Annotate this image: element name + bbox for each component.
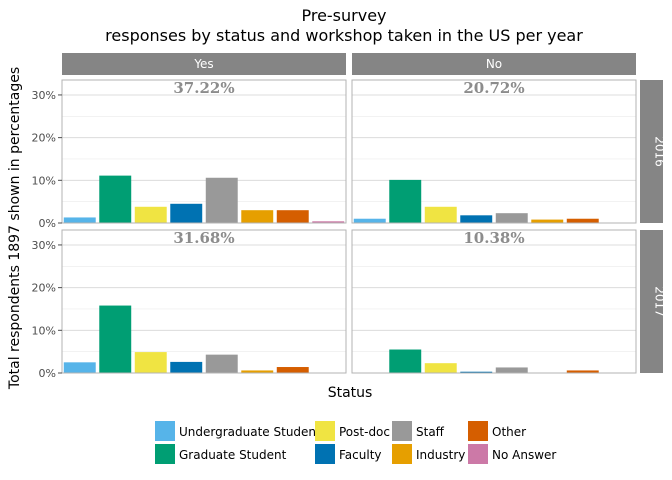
bar-graduate-student (389, 179, 422, 223)
legend-item: No Answer (468, 444, 556, 464)
bar-post-doc (134, 352, 167, 373)
legend-label: No Answer (492, 448, 556, 462)
bar-other (276, 210, 309, 223)
legend-item: Staff (392, 421, 445, 441)
strip-label-yes: Yes (193, 57, 213, 71)
legend-item: Industry (392, 444, 465, 464)
legend-item: Post-doc (315, 421, 390, 441)
legend-item: Other (468, 421, 526, 441)
row-strips: 2016 2017 (640, 80, 667, 373)
y-tick-label: 20% (32, 282, 56, 295)
legend-item: Undergraduate Student (155, 421, 321, 441)
bar-industry (241, 370, 274, 373)
bar-no-answer (312, 221, 345, 223)
strip-label-2017: 2017 (653, 286, 667, 317)
y-tick-label: 30% (32, 89, 56, 102)
chart-title-line1: Pre-survey (301, 6, 386, 25)
y-tick-label: 30% (32, 239, 56, 252)
bar-undergraduate-student (63, 217, 96, 223)
bar-faculty (170, 361, 203, 373)
legend-label: Industry (416, 448, 465, 462)
panel-total-label: 37.22% (173, 79, 234, 97)
legend-label: Faculty (339, 448, 382, 462)
bar-faculty (170, 203, 203, 223)
bar-post-doc (424, 363, 457, 373)
y-axis-title: Total respondents 1897 shown in percenta… (7, 67, 23, 390)
legend: Undergraduate Student Graduate Student Pos… (155, 421, 556, 464)
column-strips: Yes No (62, 53, 636, 75)
panel-no-2016: 20.72% (351, 79, 637, 224)
bar-post-doc (134, 206, 167, 223)
y-tick-label: 0% (39, 367, 56, 380)
strip-label-2016: 2016 (653, 136, 667, 167)
bar-faculty (460, 371, 493, 373)
bar-graduate-student (99, 305, 132, 373)
y-tick-label: 10% (32, 324, 56, 337)
panel-border (351, 79, 637, 224)
bar-undergraduate-student (63, 362, 96, 373)
legend-label: Graduate Student (179, 448, 287, 462)
legend-item: Graduate Student (155, 444, 287, 464)
y-tick-label: 20% (32, 132, 56, 145)
bar-graduate-student (99, 175, 132, 223)
panel-background (352, 230, 636, 373)
legend-label: Staff (416, 425, 445, 439)
panel-border (61, 79, 347, 224)
legend-swatch (155, 421, 175, 441)
legend-swatch (392, 421, 412, 441)
panel-yes-2016: 37.22% (61, 79, 347, 224)
bar-post-doc (424, 206, 457, 223)
legend-item: Faculty (315, 444, 382, 464)
legend-swatch (468, 444, 488, 464)
legend-swatch (468, 421, 488, 441)
y-axis-ticks: 0% 10% 20% 30% 0% 10% 20% 30% (32, 89, 62, 380)
strip-yes (62, 53, 346, 75)
y-tick-label: 10% (32, 174, 56, 187)
strip-2016 (640, 80, 663, 223)
panel-yes-2017: 31.68% (61, 229, 347, 374)
legend-swatch (392, 444, 412, 464)
strip-no (352, 53, 636, 75)
panel-border (351, 229, 637, 374)
y-tick-label: 0% (39, 217, 56, 230)
bar-staff (495, 213, 528, 223)
panel-total-label: 31.68% (173, 229, 234, 247)
x-axis-title: Status (328, 385, 373, 401)
panel-total-label: 20.72% (463, 79, 524, 97)
legend-label: Post-doc (339, 425, 390, 439)
bar-industry (531, 219, 564, 223)
legend-swatch (315, 421, 335, 441)
bar-other (566, 218, 599, 223)
legend-label: Undergraduate Student (179, 425, 321, 439)
bar-industry (241, 210, 274, 223)
bar-staff (495, 367, 528, 373)
legend-label: Other (492, 425, 526, 439)
bar-faculty (460, 215, 493, 223)
panel-no-2017: 10.38% (351, 229, 637, 374)
bar-staff (205, 177, 238, 223)
legend-swatch (315, 444, 335, 464)
bar-staff (205, 354, 238, 373)
strip-2017 (640, 230, 663, 373)
panel-total-label: 10.38% (463, 229, 524, 247)
chart-title-line2: responses by status and workshop taken i… (105, 26, 583, 45)
bar-undergraduate-student (353, 218, 386, 223)
legend-swatch (155, 444, 175, 464)
panel-border (61, 229, 347, 374)
panels: 37.22% 20.72% 31.68% 10.38% (61, 79, 637, 374)
bar-other (276, 367, 309, 373)
bar-other (566, 370, 599, 373)
strip-label-no: No (486, 57, 502, 71)
bar-graduate-student (389, 349, 422, 373)
